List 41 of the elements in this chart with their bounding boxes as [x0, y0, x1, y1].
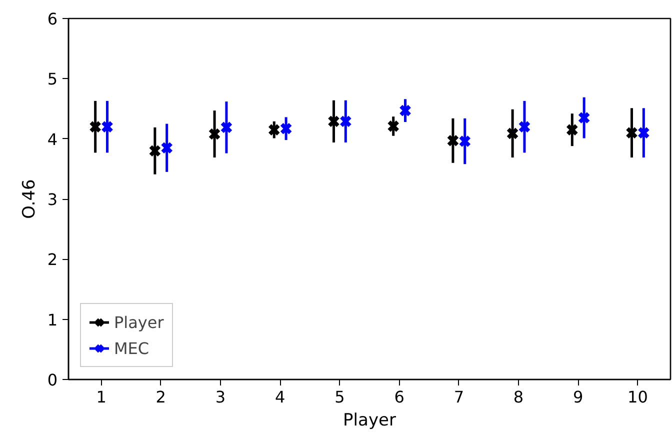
- point: [208, 128, 221, 140]
- point: [399, 104, 412, 117]
- point: [160, 142, 174, 154]
- y-tick-label: 1: [47, 310, 58, 330]
- point: [446, 134, 460, 147]
- point: [339, 115, 352, 128]
- point: [626, 126, 638, 140]
- y-tick-label: 2: [47, 250, 58, 270]
- y-tick-label: 3: [47, 190, 58, 209]
- x-tick-label: 1: [96, 388, 106, 406]
- point: [578, 112, 590, 124]
- point: [387, 120, 400, 132]
- point: [506, 127, 519, 140]
- point: [327, 115, 340, 128]
- x-axis-title: Player: [343, 410, 396, 430]
- point: [148, 144, 162, 158]
- x-tick-label: 5: [334, 388, 345, 406]
- point: [458, 134, 472, 148]
- x-tick-label: 8: [513, 388, 524, 406]
- y-tick-label: 0: [47, 370, 58, 390]
- point: [220, 121, 233, 134]
- y-tick-label: 4: [47, 130, 58, 149]
- legend-label: MEC: [114, 338, 150, 358]
- y-tick-label: 5: [47, 70, 58, 89]
- x-tick-label: 4: [275, 388, 286, 406]
- x-tick-label: 3: [215, 388, 226, 406]
- x-tick-label: 7: [454, 388, 464, 406]
- point: [518, 120, 531, 134]
- x-tick-label: 6: [394, 388, 404, 406]
- point: [280, 122, 292, 135]
- point: [268, 124, 280, 136]
- x-tick-label: 2: [156, 388, 166, 406]
- point: [566, 124, 578, 136]
- y-tick-label: 6: [47, 10, 58, 28]
- x-tick-label: 10: [628, 388, 648, 406]
- point: [637, 126, 650, 140]
- point: [89, 120, 102, 134]
- point: [101, 120, 114, 134]
- x-tick-label: 9: [573, 388, 584, 406]
- legend-label: Player: [114, 312, 164, 332]
- y-axis-title: O.46: [19, 179, 40, 219]
